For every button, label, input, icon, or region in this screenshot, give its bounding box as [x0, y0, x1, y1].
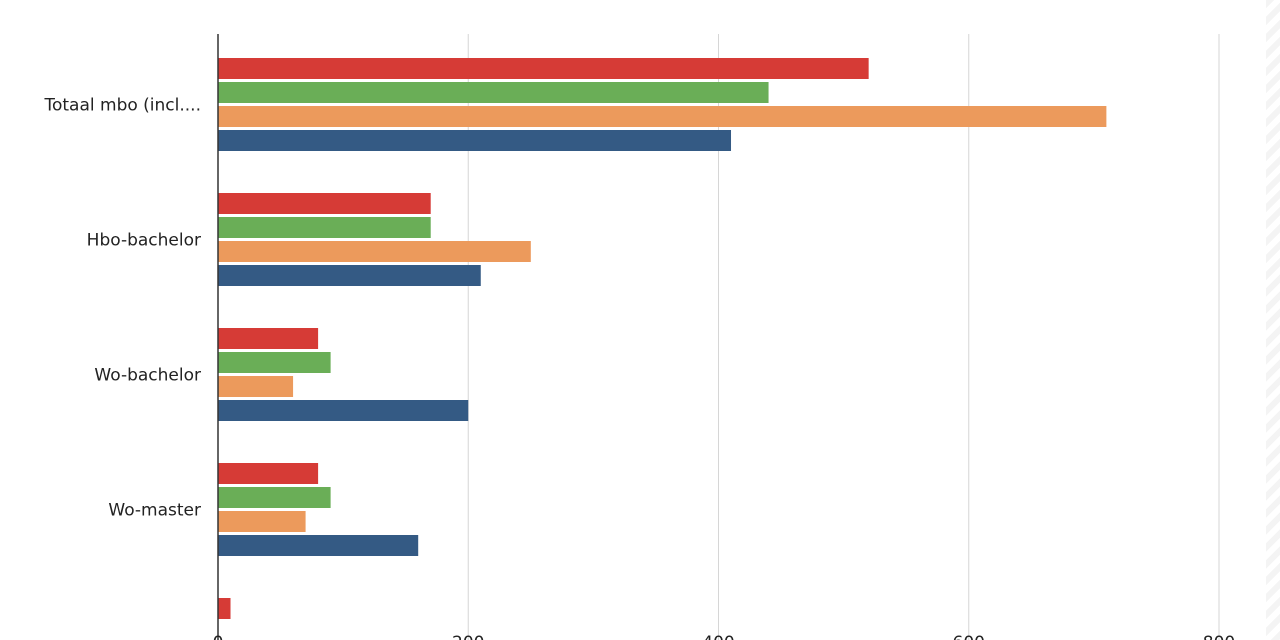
bar-series-1	[218, 193, 431, 214]
category-labels: Totaal mbo (incl.... Hbo-bachelor Wo-bache…	[44, 96, 202, 521]
x-tick-labels: 0 200 400 600 800	[213, 633, 1236, 640]
bar-series-2	[218, 217, 431, 238]
bar-series-3	[218, 106, 1107, 127]
category-label: Wo-master	[108, 501, 201, 521]
bar-series-4	[218, 130, 732, 151]
bar-series-4	[218, 265, 481, 286]
bar-series-3	[218, 376, 294, 397]
bar-series-4	[218, 400, 469, 421]
bar-series-3	[218, 241, 531, 262]
x-tick-label: 0	[213, 633, 224, 640]
bars-group	[218, 58, 1107, 619]
x-tick-label: 200	[452, 633, 484, 640]
category-label: Hbo-bachelor	[87, 231, 201, 251]
edge-stripe-decoration	[1266, 0, 1280, 640]
bar-series-1	[218, 463, 319, 484]
bar-series-1	[218, 328, 319, 349]
bar-series-3	[218, 511, 306, 532]
bar-series-2	[218, 487, 331, 508]
bar-series-2	[218, 82, 769, 103]
bar-series-1	[218, 598, 231, 619]
category-label: Wo-bachelor	[94, 366, 201, 386]
category-label: Totaal mbo (incl....	[44, 96, 202, 116]
x-tick-label: 400	[702, 633, 734, 640]
bar-series-2	[218, 352, 331, 373]
x-tick-label: 800	[1203, 633, 1235, 640]
x-tick-label: 600	[953, 633, 985, 640]
bar-series-1	[218, 58, 869, 79]
bar-series-4	[218, 535, 419, 556]
